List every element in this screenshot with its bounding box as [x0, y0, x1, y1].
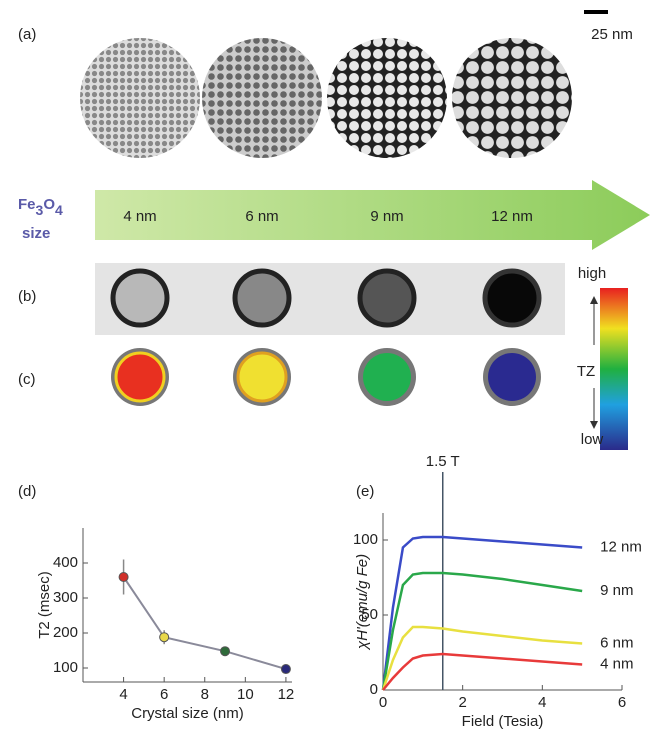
series-label: 12 nm: [600, 538, 642, 555]
formula: Fe3O4: [18, 196, 63, 218]
series-label: 6 nm: [600, 634, 633, 651]
series-label: 9 nm: [600, 582, 633, 599]
y-tick-label: 300: [53, 589, 78, 606]
annotation: 1.5 T: [426, 453, 460, 470]
x-tick-label: 4: [119, 686, 127, 703]
figure: (a) 25 nm Fe3O4 size 4 nm 6 nm 9 nm 12 n…: [0, 0, 658, 736]
colorbar-low: low: [581, 431, 604, 448]
x-tick-label: 8: [201, 686, 209, 703]
formula-part: 3: [36, 202, 44, 218]
y-tick-label: 100: [353, 531, 378, 548]
mri-spot: [485, 271, 539, 325]
y-tick-label: 100: [53, 659, 78, 676]
formula-part: 4: [55, 202, 63, 218]
tem-image: [452, 38, 572, 158]
mri-spot: [360, 271, 414, 325]
formula-part: O: [43, 196, 55, 213]
scale-bar-label: 25 nm: [591, 26, 633, 43]
series-line: [383, 654, 582, 690]
panel-label: (e): [356, 483, 374, 500]
point: [221, 647, 230, 656]
series-line: [383, 537, 582, 690]
size-label: 6 nm: [245, 208, 278, 225]
color-spot: [238, 353, 286, 401]
series-label: 4 nm: [600, 655, 633, 672]
colorbar-label: TZ: [577, 363, 595, 380]
point: [119, 573, 128, 582]
mri-spot: [235, 271, 289, 325]
x-tick-label: 2: [458, 694, 466, 711]
point: [160, 633, 169, 642]
x-tick-label: 4: [538, 694, 546, 711]
panel-label: (b): [18, 288, 36, 305]
panel-label: (d): [18, 483, 36, 500]
tem-image: [327, 38, 447, 158]
x-axis-label: Crystal size (nm): [131, 705, 244, 722]
x-tick-label: 0: [379, 694, 387, 711]
colorbar-high: high: [578, 265, 606, 282]
size-label: 4 nm: [123, 208, 156, 225]
line: [124, 577, 286, 669]
size-label: 9 nm: [370, 208, 403, 225]
size-word: size: [22, 225, 50, 242]
panel-label: (a): [18, 26, 36, 43]
y-axis-label: T2 (msec): [36, 571, 53, 639]
point: [281, 665, 290, 674]
panel-label: (c): [18, 371, 36, 388]
colorbar: [600, 288, 628, 450]
x-tick-label: 6: [160, 686, 168, 703]
x-tick-label: 10: [237, 686, 254, 703]
formula-part: Fe: [18, 196, 36, 213]
color-spot: [363, 353, 411, 401]
y-tick-label: 200: [53, 624, 78, 641]
tem-image: [202, 38, 322, 158]
y-tick-label: 400: [53, 554, 78, 571]
x-tick-label: 6: [618, 694, 626, 711]
size-label: 12 nm: [491, 208, 533, 225]
color-spot: [488, 353, 536, 401]
x-tick-label: 12: [278, 686, 295, 703]
y-axis-label: χH'(emu/g Fe): [354, 554, 371, 651]
x-axis-label: Field (Tesia): [462, 713, 544, 730]
color-spot: [116, 353, 164, 401]
tem-image: [80, 38, 200, 158]
series-line: [383, 573, 582, 690]
mri-spot: [113, 271, 167, 325]
y-tick-label: 0: [370, 681, 378, 698]
